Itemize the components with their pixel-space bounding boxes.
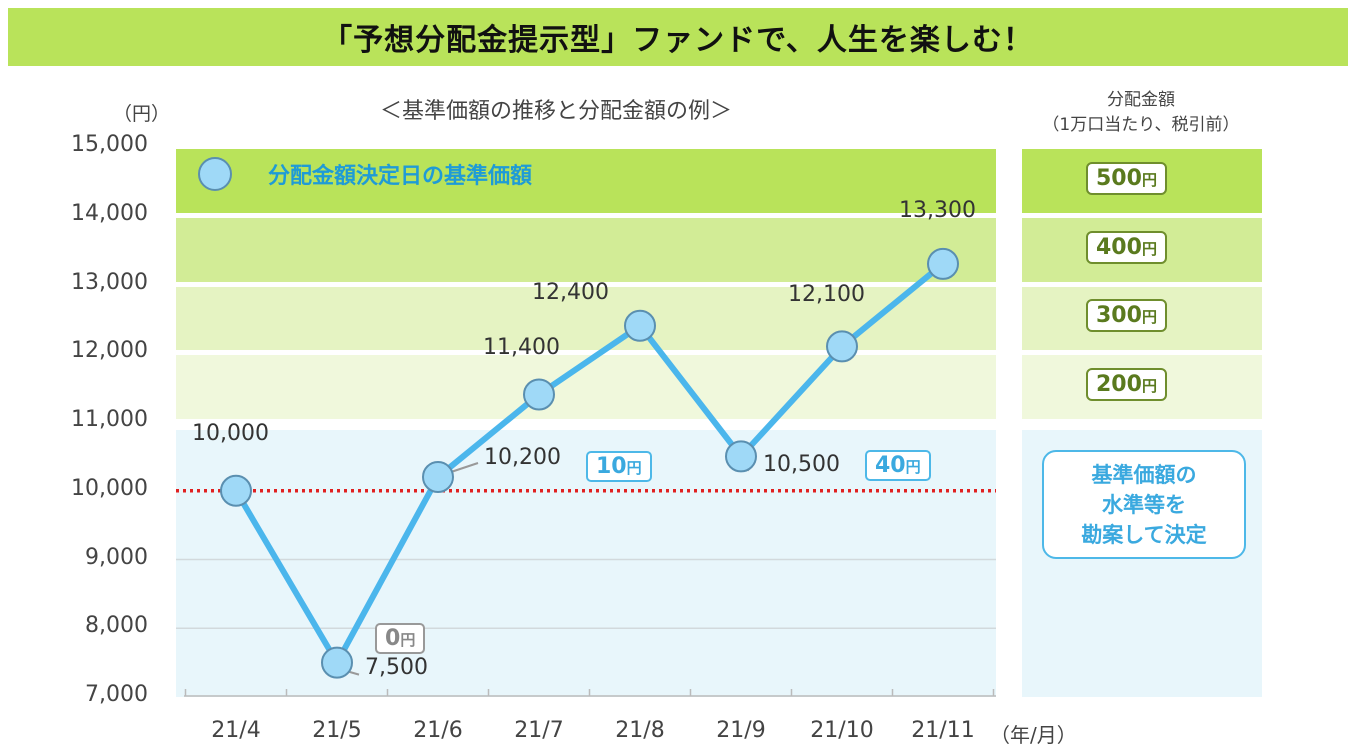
chart-title: ＜基準価額の推移と分配金額の例＞ <box>380 99 733 124</box>
banner-title: 「予想分配金提示型」ファンドで、人生を楽しむ！ <box>322 23 1034 58</box>
y-tick-label: 8,000 <box>85 613 148 639</box>
tier-amount-value: 500 <box>1096 165 1142 191</box>
data-label: 10,500 <box>763 452 840 478</box>
data-point <box>422 461 454 493</box>
tier-amount-value: 200 <box>1096 372 1142 398</box>
x-tick-label: 21/8 <box>615 718 665 743</box>
tier-amount-yen: 円 <box>1141 170 1157 189</box>
y-tick-label: 11,000 <box>71 407 148 432</box>
y-axis-unit: （円） <box>113 103 171 125</box>
x-tick-label: 21/7 <box>514 718 564 743</box>
y-tick-label: 7,000 <box>85 682 148 707</box>
y-tick-label: 10,000 <box>71 475 148 501</box>
data-label: 13,300 <box>899 197 976 223</box>
y-tick-label: 14,000 <box>71 200 148 226</box>
distribution-tag-yen: 円 <box>626 459 642 477</box>
tier-amount-value: 400 <box>1096 234 1142 260</box>
legend-label: 分配金額決定日の基準価額 <box>268 164 533 189</box>
tier-amount-200: 200円 <box>1086 368 1167 402</box>
distribution-tag-yen: 円 <box>400 630 416 649</box>
distribution-tag-10: 10円 <box>586 451 652 482</box>
value-band-300 <box>176 286 996 351</box>
distribution-tag-0: 0円 <box>375 622 426 654</box>
leader-line <box>447 462 479 474</box>
distribution-header-line2: （1万口当たり、税引前） <box>1042 115 1240 135</box>
tier-amount-value: 300 <box>1096 303 1142 329</box>
distribution-header-line1: 分配金額 <box>1107 90 1175 110</box>
series-line <box>233 261 945 666</box>
distribution-tag-value: 0 <box>385 625 401 651</box>
x-tick-label: 21/11 <box>911 718 975 743</box>
data-point <box>220 474 252 507</box>
note-line-1: 基準価額の <box>1091 462 1197 487</box>
data-label: 7,500 <box>365 654 428 680</box>
distribution-tag-value: 40 <box>875 453 906 479</box>
x-tick-label: 21/10 <box>810 718 874 743</box>
data-point <box>523 378 555 411</box>
value-band-400 <box>176 217 996 282</box>
data-point <box>725 440 757 473</box>
x-tick-label: 21/9 <box>716 718 766 743</box>
title-banner: 「予想分配金提示型」ファンドで、人生を楽しむ！ <box>8 8 1348 66</box>
tier-amount-yen: 円 <box>1141 308 1157 327</box>
data-label: 10,200 <box>484 445 561 470</box>
note-line-3: 勘案して決定 <box>1081 522 1207 547</box>
tier-amount-300: 300円 <box>1086 299 1167 333</box>
data-point <box>927 247 959 280</box>
data-label: 11,400 <box>483 334 560 360</box>
x-axis-unit: （年/月） <box>990 723 1077 747</box>
data-label: 12,100 <box>788 282 865 308</box>
tier-amount-yen: 円 <box>1141 239 1157 258</box>
tier-amount-400: 400円 <box>1086 230 1167 264</box>
y-tick-label: 15,000 <box>71 132 148 157</box>
chart-legend: 分配金額決定日の基準価額 <box>198 157 532 191</box>
legend-marker-icon <box>198 157 232 191</box>
value-band-500 <box>176 149 996 213</box>
x-tick-label: 21/6 <box>413 718 463 743</box>
x-tick-label: 21/5 <box>312 718 362 743</box>
y-tick-label: 12,000 <box>71 338 148 364</box>
tier-amount-500: 500円 <box>1086 161 1167 195</box>
x-tick-label: 21/4 <box>211 718 261 743</box>
data-point <box>624 309 656 342</box>
distribution-tag-yen: 円 <box>905 458 921 477</box>
data-point <box>321 646 353 679</box>
distribution-header: 分配金額 （1万口当たり、税引前） <box>1020 88 1262 138</box>
distribution-tag-value: 10 <box>596 454 627 479</box>
data-label: 10,000 <box>192 420 269 446</box>
distribution-tag-40: 40円 <box>865 450 931 482</box>
note-box: 基準価額の 水準等を 勘案して決定 <box>1042 450 1246 559</box>
data-label: 12,400 <box>532 279 609 305</box>
y-tick-label: 13,000 <box>71 269 148 295</box>
data-point <box>826 330 858 363</box>
note-line-2: 水準等を <box>1102 492 1186 517</box>
y-tick-label: 9,000 <box>85 544 148 570</box>
tier-amount-yen: 円 <box>1141 377 1157 396</box>
